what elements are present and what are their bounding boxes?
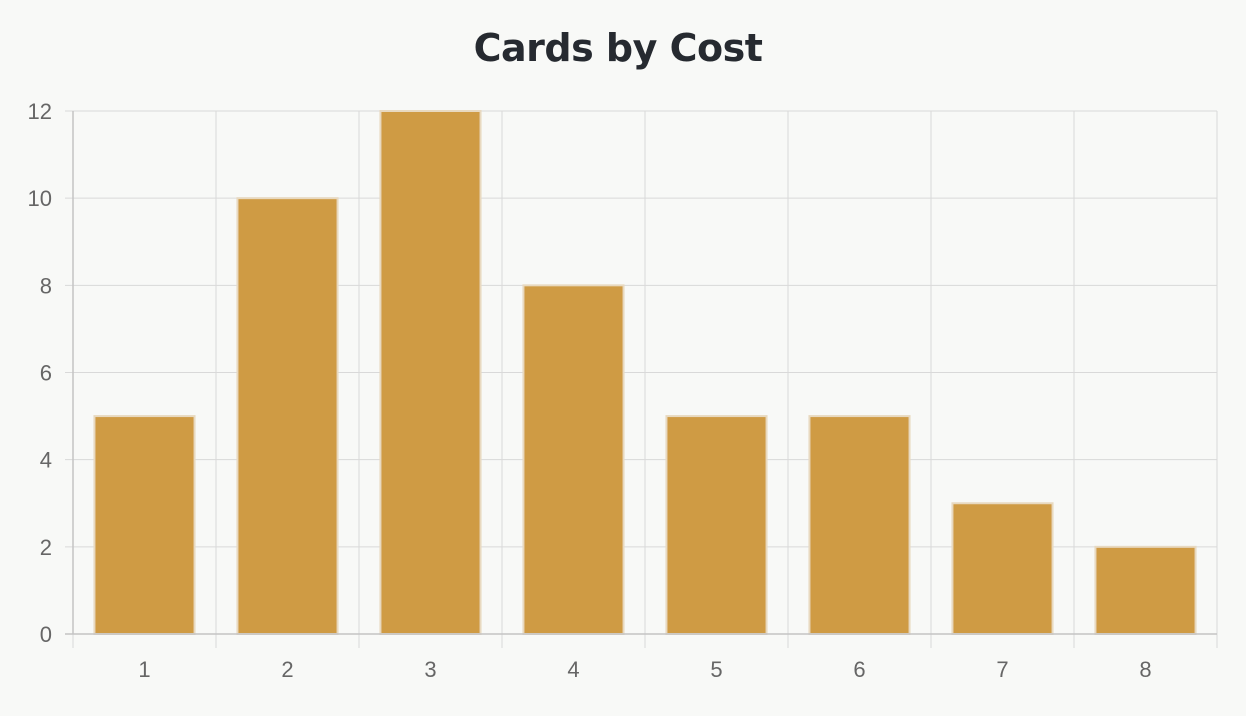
chart-title: Cards by Cost xyxy=(473,26,763,70)
bar-2 xyxy=(236,197,339,636)
y-tick-label: 4 xyxy=(40,448,52,473)
bar-8 xyxy=(1094,545,1197,635)
x-tick-label: 8 xyxy=(1139,657,1151,682)
y-tick-label: 2 xyxy=(40,535,52,560)
y-tick-label: 0 xyxy=(40,622,52,647)
y-tick-label: 8 xyxy=(40,273,52,298)
bar-4 xyxy=(522,284,625,635)
x-tick-label: 5 xyxy=(710,657,722,682)
x-tick-label: 7 xyxy=(996,657,1008,682)
x-axis-ticks: 1 2 3 4 5 6 7 8 xyxy=(138,657,1151,682)
y-tick-label: 10 xyxy=(28,186,52,211)
bar-1 xyxy=(93,415,196,636)
x-tick-label: 2 xyxy=(281,657,293,682)
y-tick-label: 6 xyxy=(40,361,52,386)
bars xyxy=(93,110,1197,636)
bar-6 xyxy=(808,415,911,636)
x-tick-label: 4 xyxy=(567,657,579,682)
x-tick-label: 3 xyxy=(424,657,436,682)
y-axis-ticks: 0 2 4 6 8 10 12 xyxy=(28,99,52,647)
y-tick-label: 12 xyxy=(28,99,52,124)
bar-3 xyxy=(379,110,482,635)
x-tick-label: 6 xyxy=(853,657,865,682)
bar-5 xyxy=(665,415,768,636)
bar-7 xyxy=(951,502,1054,635)
x-tick-label: 1 xyxy=(138,657,150,682)
axes xyxy=(65,111,1217,635)
